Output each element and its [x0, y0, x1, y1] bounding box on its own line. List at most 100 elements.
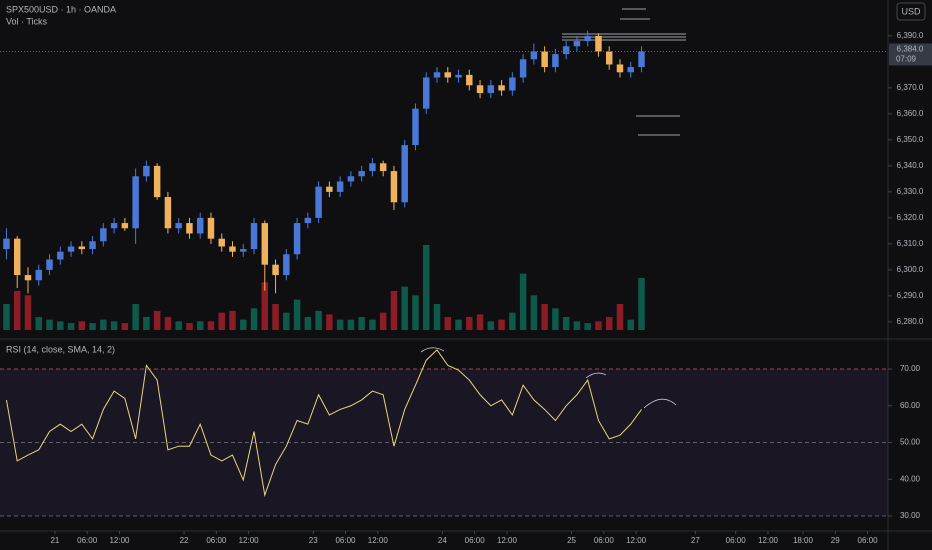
- volume-bar: [250, 308, 258, 330]
- volume-bar: [164, 316, 172, 330]
- volume-bar: [423, 245, 430, 330]
- volume-bar: [240, 319, 247, 330]
- volume-bar: [326, 314, 333, 330]
- candle-body: [132, 176, 139, 229]
- volume-bar: [24, 295, 32, 330]
- candle-body: [175, 223, 182, 229]
- candle-body: [78, 246, 86, 250]
- candle-body: [530, 51, 538, 60]
- price-tick-label: 6,310.0: [897, 239, 924, 248]
- last-price-tag: [889, 43, 932, 66]
- price-tick-label: 6,370.0: [897, 83, 924, 92]
- candle-body: [627, 67, 634, 73]
- candle-body: [186, 223, 193, 234]
- candle-body: [638, 51, 645, 68]
- volume-bar: [390, 290, 398, 330]
- rsi-tick-label: 50.00: [900, 438, 921, 447]
- candle-body: [444, 72, 451, 78]
- volume-bar: [283, 312, 290, 330]
- volume-bar: [261, 282, 269, 330]
- volume-bar: [530, 295, 538, 330]
- volume-bar: [455, 319, 462, 330]
- volume-bar: [78, 321, 86, 330]
- time-tick-label: 06:00: [858, 536, 879, 545]
- candle-body: [390, 171, 398, 203]
- volume-bar: [315, 310, 322, 330]
- volume-bar: [638, 277, 645, 330]
- candle-body: [272, 264, 279, 276]
- candle-body: [369, 163, 376, 172]
- volume-bar: [196, 321, 204, 330]
- time-tick-label: 27: [691, 536, 700, 545]
- candle-body: [379, 163, 387, 172]
- price-tick-label: 6,350.0: [897, 135, 924, 144]
- volume-bar: [444, 316, 451, 330]
- currency-label[interactable]: USD: [901, 6, 921, 16]
- candle-body: [433, 72, 441, 78]
- candle-body: [423, 77, 430, 109]
- candle-body: [347, 176, 355, 182]
- candle-body: [229, 246, 236, 252]
- volume-label: Vol · Ticks: [6, 16, 48, 26]
- rsi-tick-label: 60.00: [900, 401, 921, 410]
- volume-bar: [605, 316, 613, 330]
- rsi-line: [5, 349, 642, 498]
- candle-body: [487, 85, 495, 94]
- candle-body: [304, 217, 312, 224]
- candle-body: [3, 238, 10, 250]
- candle-body: [412, 108, 419, 146]
- candle-body: [605, 51, 613, 65]
- rsi-tick-label: 30.00: [900, 511, 921, 520]
- volume-bar: [379, 312, 387, 330]
- rsi-title: RSI (14, close, SMA, 14, 2): [6, 344, 115, 354]
- drawings: [420, 8, 686, 409]
- time-tick-label: 12:00: [368, 536, 389, 545]
- time-tick-label: 29: [831, 536, 840, 545]
- time-tick-label: 18:00: [793, 536, 814, 545]
- candle-body: [552, 54, 559, 68]
- volume-bar: [336, 319, 344, 330]
- volume-bar: [13, 290, 21, 330]
- countdown-label: 07:09: [896, 55, 917, 64]
- drawing-arc: [420, 347, 445, 353]
- candle-body: [164, 197, 172, 229]
- currency-button[interactable]: [896, 2, 926, 21]
- volume-bar: [3, 303, 10, 330]
- volume-bar: [433, 303, 441, 330]
- volume-bar: [67, 323, 75, 330]
- candle-body: [121, 223, 129, 229]
- candle-body: [519, 59, 527, 78]
- volume-bar: [100, 319, 107, 330]
- candle-body: [153, 165, 161, 198]
- candle-body: [110, 223, 118, 229]
- volume-bar: [132, 303, 139, 330]
- rsi-tick-label: 40.00: [900, 474, 921, 483]
- candle-body: [509, 77, 516, 91]
- time-tick-label: 25: [567, 536, 576, 545]
- volume-bar: [595, 321, 602, 330]
- time-tick-label: 06:00: [726, 536, 747, 545]
- volume-bar: [487, 321, 495, 330]
- candle-body: [240, 249, 247, 252]
- volume-bar: [175, 321, 182, 330]
- volume-bar: [584, 323, 591, 330]
- volume-bar: [46, 319, 53, 330]
- time-tick-label: 12:00: [626, 536, 647, 545]
- volume-bar: [552, 308, 559, 330]
- candle-body: [143, 165, 150, 177]
- time-tick-label: 21: [50, 536, 59, 545]
- candle-body: [584, 35, 591, 42]
- volume-bar: [143, 316, 150, 330]
- candle-body: [24, 275, 32, 281]
- candle-body: [89, 241, 96, 250]
- candle-body: [35, 269, 42, 281]
- volume-bar: [304, 316, 312, 330]
- candle-body: [218, 238, 225, 247]
- volume-bar: [616, 303, 624, 330]
- time-tick-label: 06:00: [465, 536, 486, 545]
- volume-bar: [218, 312, 225, 330]
- candle-body: [283, 254, 290, 276]
- price-tick-label: 6,390.0: [897, 31, 924, 40]
